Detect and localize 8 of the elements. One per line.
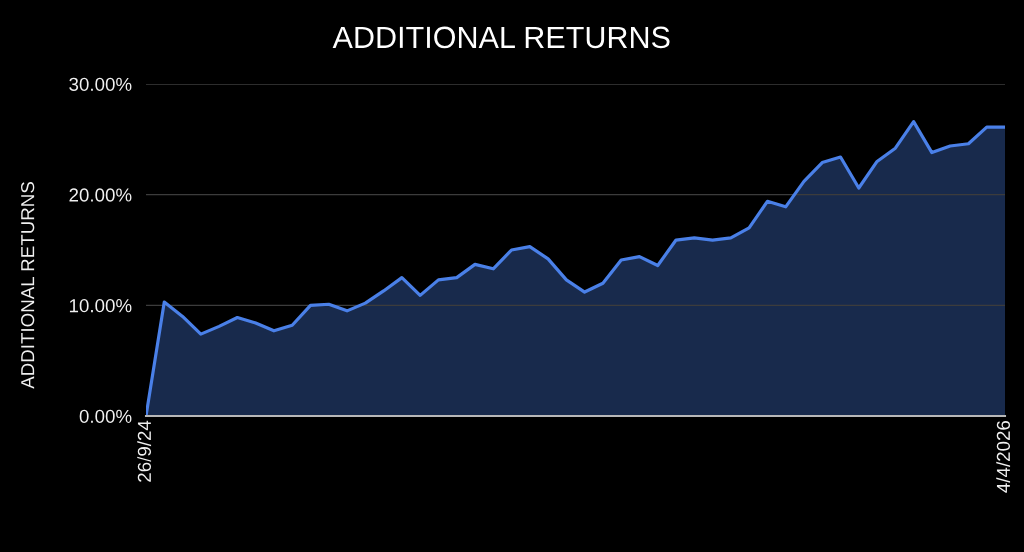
y-axis-title: ADDITIONAL RETURNS <box>21 182 35 389</box>
x-tick-label: 4/4/2026 <box>996 420 1011 493</box>
y-tick-label: 0.00% <box>79 409 132 423</box>
chart-title: ADDITIONAL RETURNS <box>332 26 670 49</box>
x-tick-label: 26/9/24 <box>137 420 152 482</box>
y-tick-label: 30.00% <box>69 77 132 91</box>
y-tick-label: 20.00% <box>69 188 132 202</box>
y-tick-label: 10.00% <box>69 299 132 313</box>
